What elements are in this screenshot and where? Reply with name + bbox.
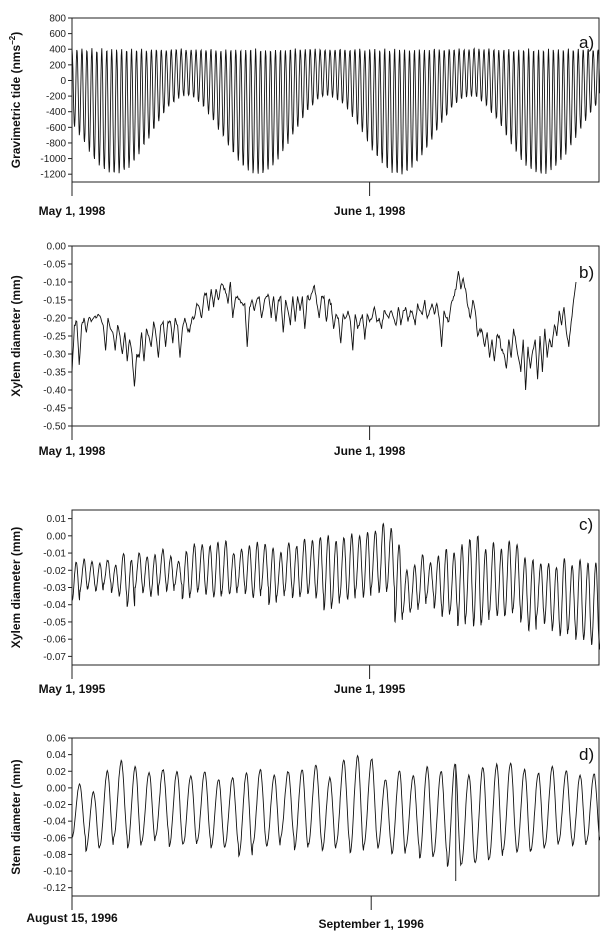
- y-tick-label: -0.45: [43, 404, 66, 415]
- y-tick-label: 0.00: [47, 783, 67, 794]
- y-tick-label: 0.02: [47, 767, 67, 778]
- y-tick-label: -0.05: [43, 617, 66, 628]
- y-tick-label: -0.07: [43, 652, 66, 663]
- y-tick-label: 800: [49, 14, 66, 25]
- y-tick-label: -0.12: [43, 883, 66, 894]
- y-tick-label: -0.08: [43, 850, 66, 861]
- panel-c: 0.01 0.00 -0.01 -0.02 -0.03 -0.04 -0.05 -0.06 -0…: [9, 509, 600, 696]
- y-axis-label: Xylem diameter (mm): [9, 275, 23, 396]
- y-tick-label: -0.20: [43, 314, 66, 325]
- y-axis-label: Stem diameter (mm): [9, 759, 23, 874]
- y-tick-label: -0.35: [43, 368, 66, 379]
- x-date-label: September 1, 1996: [318, 917, 424, 931]
- y-tick-label: -600: [46, 123, 66, 134]
- x-date-label: May 1, 1998: [39, 444, 106, 458]
- x-date-label: June 1, 1998: [334, 204, 406, 218]
- y-tick-label: -0.50: [43, 422, 66, 433]
- plot-frame: [71, 245, 600, 427]
- plot-frame: [71, 737, 600, 897]
- y-tick-label: -0.06: [43, 833, 66, 844]
- x-date-label: May 1, 1995: [39, 682, 106, 696]
- y-axis-label: Xylem diameter (mm): [9, 527, 23, 648]
- y-tick-label: -1000: [40, 154, 66, 165]
- series-line: [72, 522, 600, 650]
- y-tick-label: -0.30: [43, 350, 66, 361]
- plot-frame: [71, 17, 600, 183]
- x-date-label: August 15, 1996: [26, 911, 118, 925]
- y-tick-label: 0.01: [47, 514, 67, 525]
- panel-letter: d): [579, 745, 594, 764]
- panel-letter: a): [579, 33, 594, 52]
- y-tick-label: 600: [49, 29, 66, 40]
- y-tick-label: -0.02: [43, 800, 66, 811]
- panel-d: 0.06 0.04 0.02 0.00 -0.02 -0.04 -0.06 -0.08 -0.1…: [9, 734, 600, 931]
- series-line: [72, 271, 577, 391]
- y-tick-label: -200: [46, 92, 66, 103]
- y-tick-label: -400: [46, 107, 66, 118]
- y-tick-label: 200: [49, 60, 66, 71]
- y-tick-label: -0.10: [43, 278, 66, 289]
- y-tick-label: -0.05: [43, 260, 66, 271]
- panel-letter: c): [579, 515, 593, 534]
- series-line: [72, 754, 600, 867]
- y-tick-label: -0.03: [43, 583, 66, 594]
- y-tick-label: -0.01: [43, 549, 66, 560]
- y-axis-label: Gravimetric tide (nms−2): [8, 32, 23, 169]
- y-tick-label: -0.04: [43, 817, 66, 828]
- y-tick-label: -0.10: [43, 867, 66, 878]
- y-tick-label: 0.04: [47, 750, 67, 761]
- y-tick-label: -0.25: [43, 332, 66, 343]
- y-tick-label: -800: [46, 138, 66, 149]
- panel-a: 800 600 400 200 0 -200 -400 -600 -800 -1000 -1200 M…: [8, 14, 600, 218]
- y-tick-label: -0.06: [43, 635, 66, 646]
- panel-letter: b): [579, 263, 594, 282]
- series-line: [72, 47, 600, 175]
- y-tick-label: 0.00: [47, 242, 67, 253]
- y-tick-label: 0: [60, 76, 66, 87]
- panel-b: 0.00 -0.05 -0.10 -0.15 -0.20 -0.25 -0.30 -0.35 -…: [9, 242, 600, 458]
- x-date-label: May 1, 1998: [39, 204, 106, 218]
- plot-frame: [71, 509, 600, 666]
- y-tick-label: -0.02: [43, 566, 66, 577]
- x-date-label: June 1, 1998: [334, 444, 406, 458]
- y-tick-label: -1200: [40, 170, 66, 181]
- y-tick-label: -0.40: [43, 386, 66, 397]
- y-tick-label: -0.04: [43, 600, 66, 611]
- y-tick-label: 0.00: [47, 531, 67, 542]
- y-tick-label: -0.15: [43, 296, 66, 307]
- y-tick-label: 0.06: [47, 734, 67, 745]
- y-tick-label: 400: [49, 45, 66, 56]
- x-date-label: June 1, 1995: [334, 682, 406, 696]
